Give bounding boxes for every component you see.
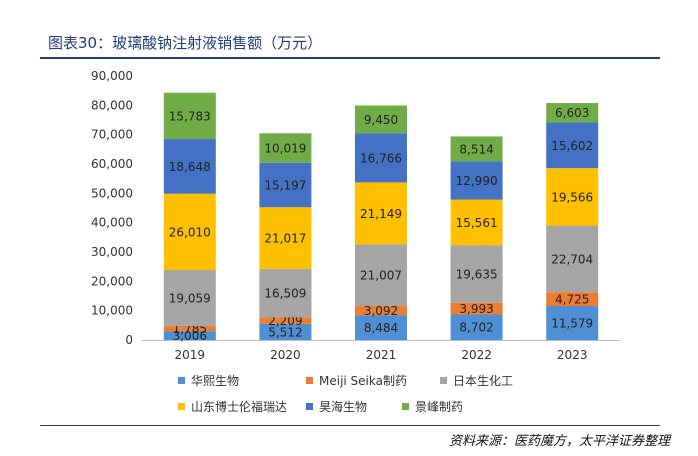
source-note: 资料来源：医药魔方，太平洋证券整理 <box>448 434 670 449</box>
bar-segment <box>259 207 312 269</box>
y-tick-label: 80,000 <box>91 98 133 112</box>
data-label: 8,514 <box>459 142 493 156</box>
y-tick-label: 40,000 <box>91 216 133 230</box>
legend-label: 山东博士伦福瑞达 <box>191 400 288 414</box>
bar-segment <box>450 161 503 200</box>
data-label: 15,197 <box>264 178 306 192</box>
bar-segment <box>546 168 599 226</box>
x-tick-label: 2023 <box>557 348 588 362</box>
data-label: 15,602 <box>551 139 593 153</box>
legend-swatch <box>306 377 313 384</box>
bar-segment <box>450 302 503 315</box>
legend-swatch <box>178 403 185 410</box>
data-label: 8,484 <box>364 321 398 335</box>
data-label: 8,702 <box>459 321 493 335</box>
data-label: 3,006 <box>173 329 207 343</box>
data-label: 4,725 <box>555 293 589 307</box>
y-tick-label: 0 <box>125 333 133 347</box>
title-rule <box>40 57 660 59</box>
data-label: 6,603 <box>555 106 589 120</box>
y-tick-label: 70,000 <box>91 128 133 142</box>
bar-segment <box>163 92 216 140</box>
data-label: 11,579 <box>551 317 593 331</box>
legend-swatch <box>306 403 313 410</box>
bar-segment <box>355 315 407 340</box>
bar-segment <box>355 244 407 307</box>
y-tick-label: 90,000 <box>91 69 133 83</box>
data-label: 2,209 <box>268 314 302 328</box>
legend-label: Meiji Seika制药 <box>319 374 407 388</box>
data-label: 3,993 <box>459 302 493 316</box>
data-label: 16,766 <box>360 151 402 165</box>
bar-segment <box>450 245 503 303</box>
data-label: 19,566 <box>551 190 593 204</box>
legend-swatch <box>440 377 447 384</box>
data-label: 10,019 <box>264 142 306 156</box>
data-label: 9,450 <box>364 113 398 127</box>
data-label: 26,010 <box>169 225 211 239</box>
y-tick-label: 20,000 <box>91 274 133 288</box>
legend-item: 华熙生物 <box>178 372 239 389</box>
bar-segment <box>546 225 599 293</box>
y-tick-label: 10,000 <box>91 304 133 318</box>
data-label: 21,149 <box>360 207 402 221</box>
chart-title: 图表30：玻璃酸钠注射液销售额（万元） <box>48 34 323 52</box>
bar-segment <box>259 133 312 163</box>
bar-segment <box>546 292 599 307</box>
data-label: 21,017 <box>264 232 306 246</box>
legend-label: 华熙生物 <box>191 374 240 388</box>
bar-segment <box>355 105 407 134</box>
bar-segment <box>450 314 503 340</box>
bar-segment <box>355 182 407 245</box>
x-tick-label: 2019 <box>175 348 206 362</box>
legend-item: 昊海生物 <box>306 398 367 415</box>
legend-item: Meiji Seika制药 <box>306 372 407 389</box>
legend-label: 昊海生物 <box>319 400 368 414</box>
bottom-rule <box>40 425 660 426</box>
bar-segment <box>259 317 312 324</box>
bar-segment <box>163 331 216 340</box>
legend-label: 景峰制药 <box>415 400 464 414</box>
bar-segment <box>546 103 599 123</box>
bar-segment <box>450 136 503 162</box>
legend-item: 景峰制药 <box>402 398 463 415</box>
legend-swatch <box>178 377 185 384</box>
data-label: 19,059 <box>169 291 211 305</box>
data-label: 5,512 <box>268 325 302 339</box>
data-label: 18,648 <box>169 160 211 174</box>
bar-segment <box>259 162 312 208</box>
bar-segment <box>546 122 599 169</box>
bar-segment <box>163 325 216 332</box>
x-tick-label: 2022 <box>461 348 492 362</box>
legend-swatch <box>402 403 409 410</box>
bar-segment <box>163 270 216 326</box>
title-bar: 图表30：玻璃酸钠注射液销售额（万元） <box>40 30 660 54</box>
bar-segment <box>163 193 216 271</box>
x-tick-label: 2020 <box>270 348 301 362</box>
y-tick-label: 30,000 <box>91 245 133 259</box>
bar-segment <box>163 139 216 194</box>
legend-item: 日本生化工 <box>440 372 513 389</box>
legend-label: 日本生化工 <box>453 374 514 388</box>
legend-item: 山东博士伦福瑞达 <box>178 398 287 415</box>
y-tick-label: 50,000 <box>91 186 133 200</box>
data-label: 15,561 <box>456 216 498 230</box>
data-label: 12,990 <box>456 174 498 188</box>
data-label: 16,509 <box>264 287 306 301</box>
bar-segment <box>546 306 599 340</box>
legend: 华熙生物 Meiji Seika制药 日本生化工山东博士伦福瑞达 昊海生物 景峰制药 <box>178 372 578 422</box>
bar-segment <box>259 323 312 340</box>
data-label: 15,783 <box>169 109 211 123</box>
x-tick-label: 2021 <box>366 348 397 362</box>
data-label: 3,092 <box>364 304 398 318</box>
data-label: 22,704 <box>551 252 593 266</box>
bar-segment <box>259 268 312 318</box>
bar-segment <box>355 306 407 316</box>
data-label: 21,007 <box>360 269 402 283</box>
bar-segment <box>450 199 503 246</box>
bar-segment <box>355 133 407 183</box>
data-label: 19,635 <box>456 267 498 281</box>
y-tick-label: 60,000 <box>91 157 133 171</box>
